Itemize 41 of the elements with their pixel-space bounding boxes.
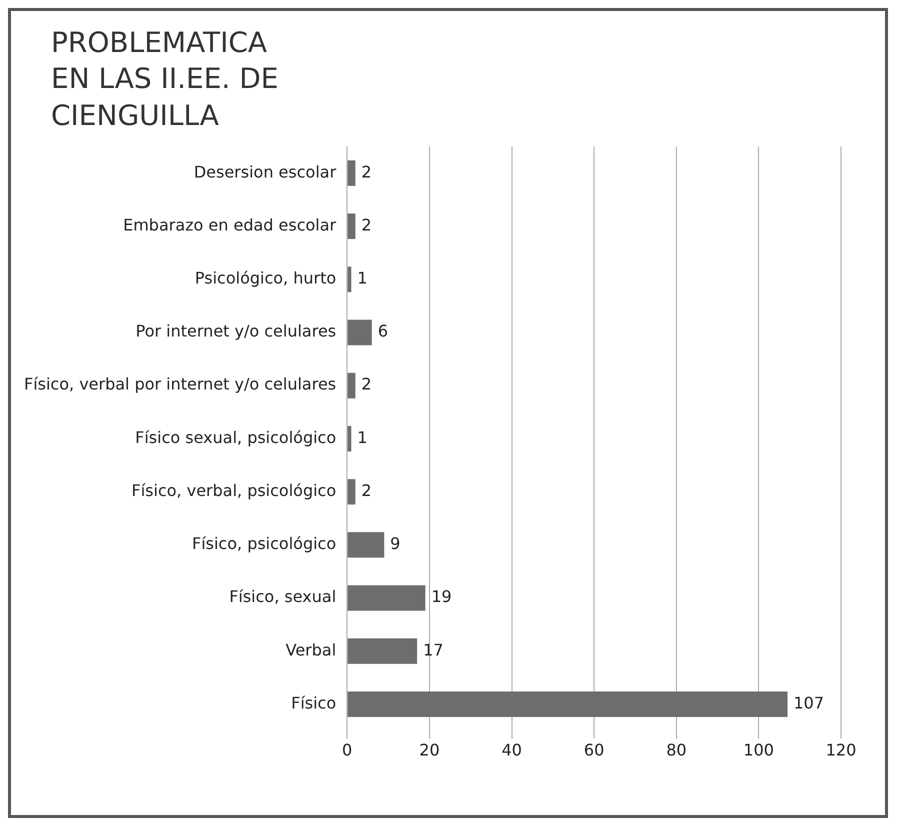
y-tick-label: Desersion escolar: [194, 162, 337, 182]
y-tick-label: Físico: [291, 694, 336, 713]
bar: [348, 585, 426, 611]
bar: [348, 320, 372, 346]
bar: [348, 426, 352, 452]
y-tick-label: Psicológico, hurto: [194, 268, 336, 288]
data-label: 2: [361, 216, 372, 235]
y-tick-label: Verbal: [286, 640, 336, 660]
x-tick-label: 100: [743, 740, 774, 760]
data-label: 6: [378, 322, 388, 341]
bar: [348, 160, 356, 186]
data-label: 19: [431, 587, 452, 606]
y-tick-label: Físico, verbal, psicológico: [132, 481, 336, 500]
bar: [348, 638, 418, 664]
bar: [348, 479, 356, 505]
y-tick-label: Físico, verbal por internet y/o celulares: [24, 374, 336, 394]
y-tick-label: Físico, psicológico: [192, 534, 336, 554]
y-tick-label: Embarazo en edad escolar: [123, 216, 337, 235]
data-label: 2: [361, 481, 372, 500]
data-label: 17: [423, 640, 444, 660]
x-tick-label: 120: [826, 740, 856, 760]
data-label: 1: [357, 268, 368, 288]
y-tick-label: Físico sexual, psicológico: [135, 428, 336, 448]
x-tick-label: 40: [502, 740, 522, 760]
data-label: 107: [794, 694, 824, 713]
x-tick-label: 20: [419, 740, 440, 760]
bar: [348, 692, 788, 718]
data-label: 9: [390, 534, 400, 554]
y-tick-label: Por internet y/o celulares: [136, 322, 336, 341]
bar: [348, 214, 356, 240]
chart-title: PROBLEMATICA EN LAS II.EE. DE CIENGUILLA: [51, 25, 280, 134]
x-tick-label: 80: [666, 740, 687, 760]
data-label: 2: [361, 374, 372, 394]
x-tick-label: 60: [584, 740, 604, 760]
data-label: 1: [357, 428, 368, 448]
y-tick-label: Físico, sexual: [229, 587, 336, 606]
data-label: 2: [361, 162, 372, 182]
bar: [348, 373, 356, 399]
bar: [348, 266, 352, 292]
x-tick-label: 0: [342, 740, 352, 760]
bar: [348, 532, 384, 558]
